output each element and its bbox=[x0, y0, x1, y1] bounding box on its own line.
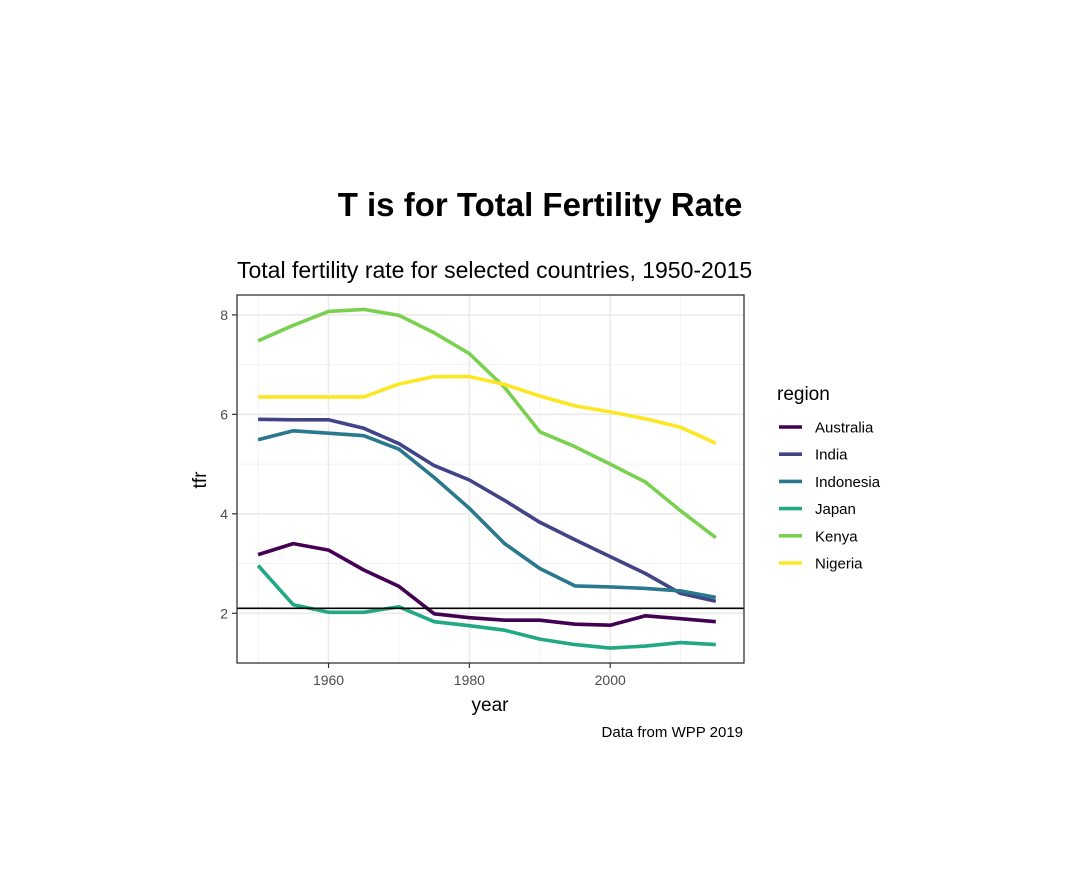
y-tick-label: 2 bbox=[220, 605, 228, 621]
legend-label-nigeria: Nigeria bbox=[815, 556, 863, 573]
x-tick-label: 2000 bbox=[595, 672, 626, 688]
plot-panel bbox=[237, 295, 744, 663]
chart-caption: Data from WPP 2019 bbox=[601, 724, 743, 741]
series-line-australia bbox=[257, 541, 716, 627]
series-lines bbox=[256, 307, 717, 650]
legend-label-india: India bbox=[815, 447, 848, 464]
chart-title: T is for Total Fertility Rate bbox=[337, 186, 743, 223]
legend: region Australia India Indonesia Japan Kenya… bbox=[777, 384, 881, 573]
x-axis-ticks: 1960 1980 2000 bbox=[313, 663, 626, 688]
legend-label-australia: Australia bbox=[815, 420, 874, 437]
x-axis-title: year bbox=[472, 695, 510, 716]
legend-label-japan: Japan bbox=[815, 501, 856, 518]
series-line-japan bbox=[256, 564, 716, 650]
y-tick-label: 8 bbox=[220, 307, 228, 323]
y-tick-label: 4 bbox=[220, 506, 228, 522]
panel-border bbox=[236, 294, 745, 664]
panel-background bbox=[237, 295, 744, 663]
series-line-india bbox=[258, 417, 717, 604]
y-axis-ticks: 2 4 6 8 bbox=[220, 307, 237, 621]
panel-frame bbox=[236, 294, 745, 664]
y-tick-label: 6 bbox=[220, 406, 228, 422]
legend-items: Australia India Indonesia Japan Kenya Nigeria bbox=[779, 420, 881, 573]
legend-label-indonesia: Indonesia bbox=[815, 474, 881, 491]
series-line-kenya bbox=[257, 307, 717, 540]
chart-subtitle: Total fertility rate for selected countr… bbox=[237, 257, 753, 283]
series-line-indonesia bbox=[257, 429, 717, 600]
legend-label-kenya: Kenya bbox=[815, 528, 858, 545]
y-axis-title: tfr bbox=[190, 471, 211, 489]
legend-title: region bbox=[777, 384, 830, 405]
x-tick-label: 1960 bbox=[313, 672, 344, 688]
x-tick-label: 1980 bbox=[454, 672, 485, 688]
series-line-nigeria bbox=[258, 374, 717, 445]
